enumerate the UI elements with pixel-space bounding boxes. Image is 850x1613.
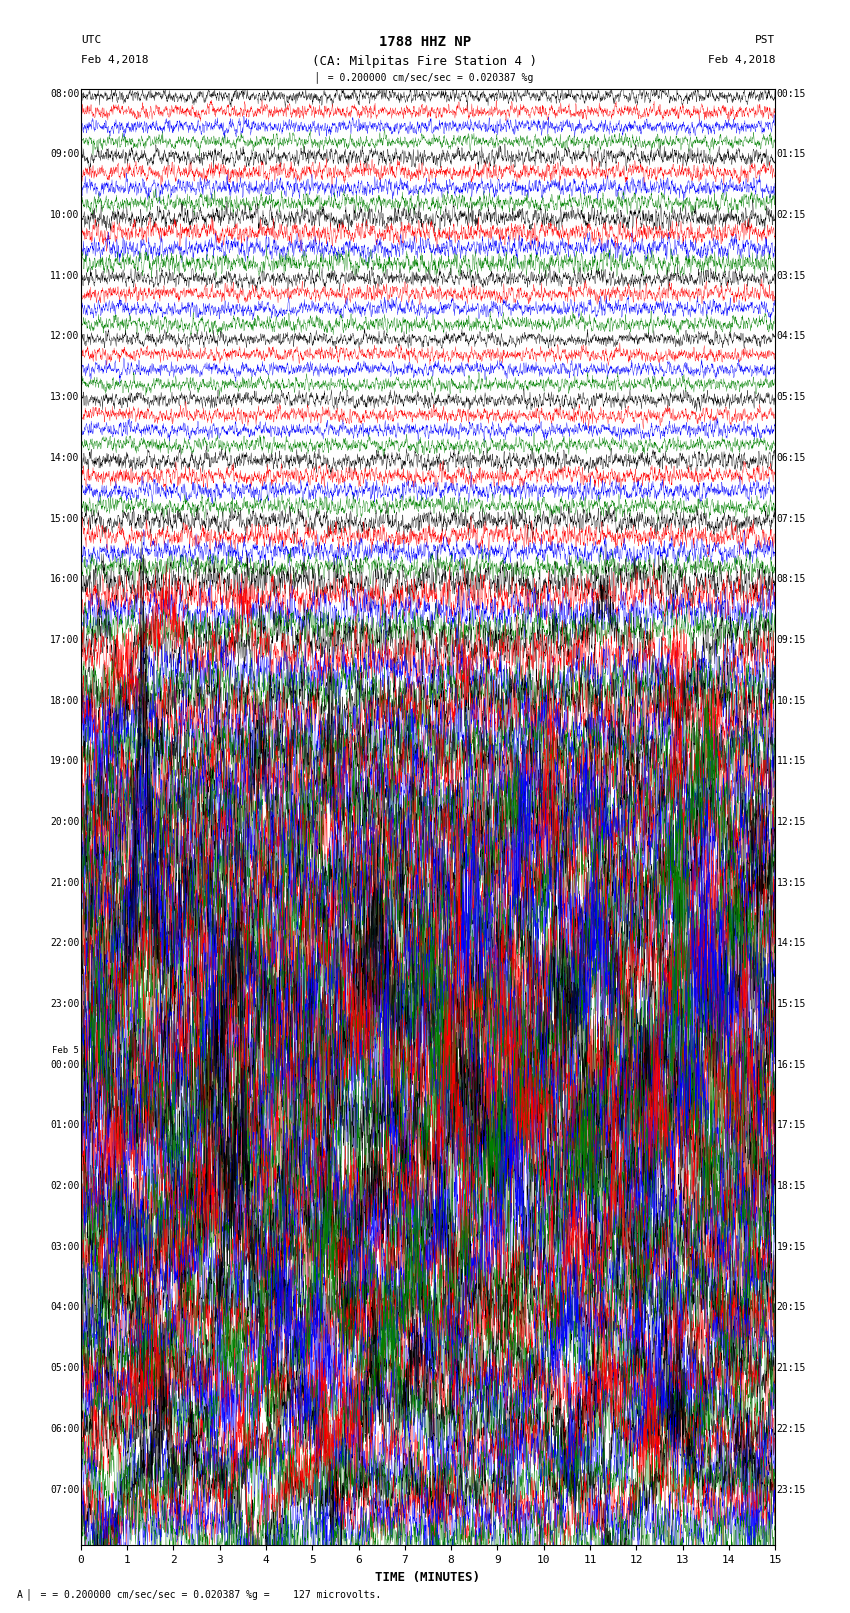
Text: 18:00: 18:00 xyxy=(50,695,79,705)
Text: 06:00: 06:00 xyxy=(50,1424,79,1434)
Text: 23:15: 23:15 xyxy=(777,1484,806,1495)
Text: (CA: Milpitas Fire Station 4 ): (CA: Milpitas Fire Station 4 ) xyxy=(313,55,537,68)
Text: 13:15: 13:15 xyxy=(777,877,806,887)
Text: 11:00: 11:00 xyxy=(50,271,79,281)
Text: 19:00: 19:00 xyxy=(50,756,79,766)
Text: 05:00: 05:00 xyxy=(50,1363,79,1373)
Text: 09:00: 09:00 xyxy=(50,150,79,160)
Text: 14:15: 14:15 xyxy=(777,939,806,948)
Text: 16:00: 16:00 xyxy=(50,574,79,584)
X-axis label: TIME (MINUTES): TIME (MINUTES) xyxy=(376,1571,480,1584)
Text: 06:15: 06:15 xyxy=(777,453,806,463)
Text: 07:15: 07:15 xyxy=(777,513,806,524)
Text: 13:00: 13:00 xyxy=(50,392,79,402)
Text: 08:00: 08:00 xyxy=(50,89,79,98)
Text: 15:00: 15:00 xyxy=(50,513,79,524)
Text: 17:00: 17:00 xyxy=(50,636,79,645)
Text: 00:15: 00:15 xyxy=(777,89,806,98)
Text: 01:00: 01:00 xyxy=(50,1121,79,1131)
Text: Feb 5: Feb 5 xyxy=(53,1047,79,1055)
Text: 12:00: 12:00 xyxy=(50,332,79,342)
Text: 14:00: 14:00 xyxy=(50,453,79,463)
Text: 16:15: 16:15 xyxy=(777,1060,806,1069)
Text: 21:00: 21:00 xyxy=(50,877,79,887)
Text: 03:15: 03:15 xyxy=(777,271,806,281)
Text: Feb 4,2018: Feb 4,2018 xyxy=(708,55,775,65)
Text: 22:15: 22:15 xyxy=(777,1424,806,1434)
Text: 04:00: 04:00 xyxy=(50,1303,79,1313)
Text: 04:15: 04:15 xyxy=(777,332,806,342)
Text: 01:15: 01:15 xyxy=(777,150,806,160)
Text: 22:00: 22:00 xyxy=(50,939,79,948)
Text: 17:15: 17:15 xyxy=(777,1121,806,1131)
Text: 11:15: 11:15 xyxy=(777,756,806,766)
Text: 23:00: 23:00 xyxy=(50,998,79,1010)
Text: 21:15: 21:15 xyxy=(777,1363,806,1373)
Text: UTC: UTC xyxy=(81,35,101,45)
Text: Feb 4,2018: Feb 4,2018 xyxy=(81,55,148,65)
Text: ▏ = 0.200000 cm/sec/sec = 0.020387 %g: ▏ = 0.200000 cm/sec/sec = 0.020387 %g xyxy=(316,71,534,82)
Text: 07:00: 07:00 xyxy=(50,1484,79,1495)
Text: 18:15: 18:15 xyxy=(777,1181,806,1190)
Text: 10:15: 10:15 xyxy=(777,695,806,705)
Text: 20:15: 20:15 xyxy=(777,1303,806,1313)
Text: 10:00: 10:00 xyxy=(50,210,79,219)
Text: 12:15: 12:15 xyxy=(777,818,806,827)
Text: 09:15: 09:15 xyxy=(777,636,806,645)
Text: 02:15: 02:15 xyxy=(777,210,806,219)
Text: 02:00: 02:00 xyxy=(50,1181,79,1190)
Text: 20:00: 20:00 xyxy=(50,818,79,827)
Text: 15:15: 15:15 xyxy=(777,998,806,1010)
Text: 03:00: 03:00 xyxy=(50,1242,79,1252)
Text: 19:15: 19:15 xyxy=(777,1242,806,1252)
Text: 00:00: 00:00 xyxy=(50,1060,79,1069)
Text: A ▏ = = 0.200000 cm/sec/sec = 0.020387 %g =    127 microvolts.: A ▏ = = 0.200000 cm/sec/sec = 0.020387 %… xyxy=(17,1589,382,1600)
Text: 08:15: 08:15 xyxy=(777,574,806,584)
Text: 1788 HHZ NP: 1788 HHZ NP xyxy=(379,35,471,50)
Text: PST: PST xyxy=(755,35,775,45)
Text: 05:15: 05:15 xyxy=(777,392,806,402)
